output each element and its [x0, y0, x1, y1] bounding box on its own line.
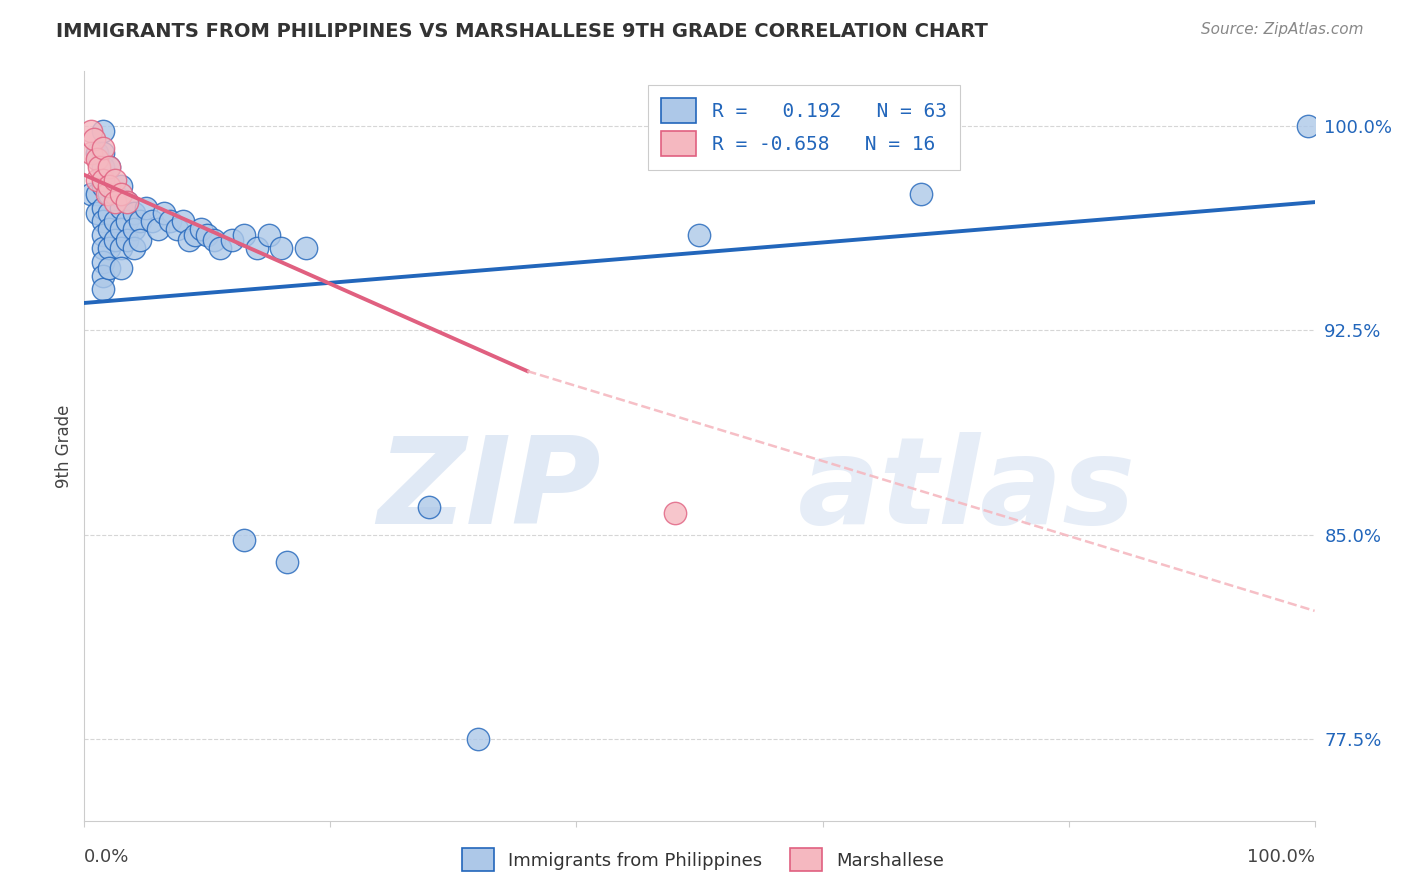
Point	[166, 222, 188, 236]
Point	[177, 233, 200, 247]
Point	[96, 186, 118, 201]
Point	[110, 222, 132, 236]
Point	[91, 282, 114, 296]
Point	[87, 160, 111, 174]
Point	[104, 173, 127, 187]
Point	[110, 186, 132, 201]
Point	[1298, 119, 1320, 133]
Point	[257, 227, 280, 242]
Point	[86, 186, 108, 201]
Point	[295, 242, 318, 256]
Point	[221, 233, 243, 247]
Point	[128, 214, 150, 228]
Point	[184, 227, 207, 242]
Point	[91, 124, 114, 138]
Text: 100.0%: 100.0%	[1247, 848, 1315, 866]
Point	[689, 227, 711, 242]
Point	[233, 533, 256, 547]
Point	[233, 227, 256, 242]
Point	[246, 242, 269, 256]
Text: IMMIGRANTS FROM PHILIPPINES VS MARSHALLESE 9TH GRADE CORRELATION CHART: IMMIGRANTS FROM PHILIPPINES VS MARSHALLE…	[56, 22, 988, 41]
Point	[91, 242, 114, 256]
Point	[91, 160, 114, 174]
Point	[122, 222, 145, 236]
Point	[104, 195, 127, 210]
Point	[467, 731, 489, 746]
Point	[91, 146, 114, 161]
Point	[122, 242, 145, 256]
Point	[98, 206, 120, 220]
Point	[91, 214, 114, 228]
Point	[91, 201, 114, 215]
Point	[91, 268, 114, 283]
Text: 0.0%: 0.0%	[84, 848, 129, 866]
Point	[128, 233, 150, 247]
Point	[110, 201, 132, 215]
Point	[135, 201, 157, 215]
Point	[110, 260, 132, 275]
Point	[86, 206, 108, 220]
Point	[202, 233, 225, 247]
Point	[98, 260, 120, 275]
Point	[110, 178, 132, 193]
Legend: Immigrants from Philippines, Marshallese: Immigrants from Philippines, Marshallese	[454, 841, 952, 879]
Point	[159, 214, 181, 228]
Point	[98, 242, 120, 256]
Legend: R =   0.192   N = 63, R = -0.658   N = 16: R = 0.192 N = 63, R = -0.658 N = 16	[648, 85, 960, 169]
Point	[276, 555, 298, 569]
Point	[148, 222, 170, 236]
Point	[122, 206, 145, 220]
Y-axis label: 9th Grade: 9th Grade	[55, 404, 73, 488]
Point	[91, 255, 114, 269]
Point	[110, 242, 132, 256]
Text: ZIP: ZIP	[377, 433, 602, 549]
Point	[79, 124, 101, 138]
Point	[98, 222, 120, 236]
Point	[79, 186, 101, 201]
Point	[117, 195, 139, 210]
Text: Source: ZipAtlas.com: Source: ZipAtlas.com	[1201, 22, 1364, 37]
Point	[117, 195, 139, 210]
Point	[418, 500, 440, 515]
Point	[270, 242, 292, 256]
Point	[91, 178, 114, 193]
Point	[86, 146, 108, 161]
Point	[91, 227, 114, 242]
Point	[98, 178, 120, 193]
Point	[83, 132, 105, 146]
Point	[141, 214, 163, 228]
Point	[172, 214, 194, 228]
Point	[91, 141, 114, 155]
Point	[104, 214, 127, 228]
Point	[197, 227, 219, 242]
Point	[208, 242, 231, 256]
Point	[91, 173, 114, 187]
Point	[664, 506, 686, 520]
Point	[98, 186, 120, 201]
Point	[104, 233, 127, 247]
Point	[86, 173, 108, 187]
Point	[98, 160, 120, 174]
Point	[117, 214, 139, 228]
Point	[104, 186, 127, 201]
Point	[153, 206, 176, 220]
Point	[117, 233, 139, 247]
Point	[79, 146, 101, 161]
Point	[190, 222, 212, 236]
Text: atlas: atlas	[799, 433, 1136, 549]
Point	[910, 186, 932, 201]
Point	[98, 160, 120, 174]
Point	[86, 152, 108, 166]
